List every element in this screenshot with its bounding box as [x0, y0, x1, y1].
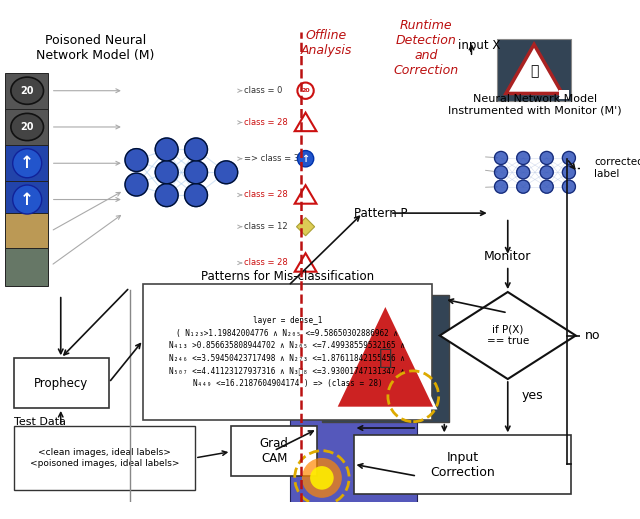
- FancyBboxPatch shape: [290, 353, 417, 503]
- Text: corrected
label: corrected label: [594, 157, 640, 179]
- Text: Runtime
Detection
and
Correction: Runtime Detection and Correction: [394, 19, 459, 77]
- FancyBboxPatch shape: [322, 295, 449, 421]
- Circle shape: [563, 180, 575, 193]
- Text: input X: input X: [458, 39, 500, 52]
- Text: => class = 35: => class = 35: [244, 154, 304, 163]
- Circle shape: [495, 180, 508, 193]
- Text: ↑: ↑: [20, 154, 34, 172]
- Text: 🚶: 🚶: [530, 65, 538, 79]
- Text: ↑: ↑: [20, 190, 34, 209]
- FancyBboxPatch shape: [497, 39, 572, 101]
- Ellipse shape: [11, 113, 44, 141]
- FancyBboxPatch shape: [143, 284, 431, 420]
- Text: yes: yes: [522, 389, 543, 402]
- FancyBboxPatch shape: [4, 73, 48, 111]
- Text: Prophecy: Prophecy: [34, 377, 88, 390]
- Circle shape: [13, 185, 42, 214]
- FancyBboxPatch shape: [559, 90, 570, 99]
- Circle shape: [302, 458, 342, 498]
- Circle shape: [540, 152, 553, 165]
- Circle shape: [310, 466, 333, 489]
- Text: no: no: [585, 329, 600, 342]
- Ellipse shape: [11, 77, 44, 104]
- Circle shape: [184, 161, 207, 184]
- Text: Offline
Analysis: Offline Analysis: [301, 29, 352, 57]
- Circle shape: [156, 184, 178, 207]
- Text: Patterns for Mis-classification: Patterns for Mis-classification: [201, 270, 374, 283]
- Text: if P(X)
== true: if P(X) == true: [486, 325, 529, 346]
- Circle shape: [298, 83, 314, 99]
- Polygon shape: [296, 217, 315, 236]
- Circle shape: [495, 166, 508, 179]
- Circle shape: [540, 166, 553, 179]
- Text: Grad
CAM: Grad CAM: [260, 437, 289, 465]
- Circle shape: [156, 138, 178, 161]
- Text: class = 28: class = 28: [244, 118, 287, 127]
- Text: Monitor: Monitor: [484, 250, 531, 263]
- FancyBboxPatch shape: [4, 109, 48, 147]
- Text: class = 28: class = 28: [244, 258, 287, 267]
- Circle shape: [215, 161, 237, 184]
- Circle shape: [563, 152, 575, 165]
- Text: <clean images, ideal labels>
<poisoned images, ideal labels>: <clean images, ideal labels> <poisoned i…: [29, 448, 179, 468]
- Circle shape: [184, 184, 207, 207]
- FancyBboxPatch shape: [13, 358, 109, 408]
- FancyBboxPatch shape: [13, 426, 195, 489]
- Text: Test Data: Test Data: [13, 417, 66, 427]
- Text: 20: 20: [20, 86, 34, 95]
- Circle shape: [516, 180, 530, 193]
- Polygon shape: [506, 45, 562, 93]
- Circle shape: [540, 180, 553, 193]
- Text: Input
Correction: Input Correction: [430, 450, 495, 479]
- Text: Poisoned Neural
Network Model (M): Poisoned Neural Network Model (M): [36, 34, 154, 62]
- Circle shape: [516, 152, 530, 165]
- Text: 20: 20: [301, 88, 310, 93]
- Circle shape: [516, 166, 530, 179]
- Text: class = 12: class = 12: [244, 222, 287, 231]
- Text: 20: 20: [20, 122, 34, 132]
- Text: 🚶: 🚶: [379, 348, 392, 368]
- Text: layer = dense_1
( N₁₂₃>1.19842004776 ∧ N₂₀₅ <=9.58650302886962 ∧
N₄₁₃ >0.8566358: layer = dense_1 ( N₁₂₃>1.19842004776 ∧ N…: [170, 316, 405, 388]
- Polygon shape: [440, 292, 576, 379]
- FancyBboxPatch shape: [4, 181, 48, 220]
- Circle shape: [156, 161, 178, 184]
- Polygon shape: [294, 113, 316, 131]
- Circle shape: [125, 173, 148, 196]
- Text: class = 28: class = 28: [244, 190, 287, 199]
- Polygon shape: [294, 185, 316, 203]
- Text: class = 0: class = 0: [244, 86, 282, 95]
- FancyBboxPatch shape: [4, 213, 48, 251]
- Circle shape: [563, 166, 575, 179]
- Circle shape: [495, 152, 508, 165]
- FancyBboxPatch shape: [4, 248, 48, 285]
- Circle shape: [13, 149, 42, 178]
- Circle shape: [125, 148, 148, 171]
- FancyBboxPatch shape: [231, 426, 317, 476]
- Text: Pattern P: Pattern P: [354, 207, 407, 220]
- FancyBboxPatch shape: [354, 435, 572, 494]
- Polygon shape: [294, 253, 316, 271]
- Text: Neural Network Model
Instrumented with Monitor (M'): Neural Network Model Instrumented with M…: [448, 93, 622, 115]
- Circle shape: [184, 138, 207, 161]
- Text: ↑: ↑: [301, 154, 310, 163]
- Circle shape: [298, 151, 314, 167]
- Polygon shape: [335, 304, 435, 408]
- FancyBboxPatch shape: [4, 145, 48, 183]
